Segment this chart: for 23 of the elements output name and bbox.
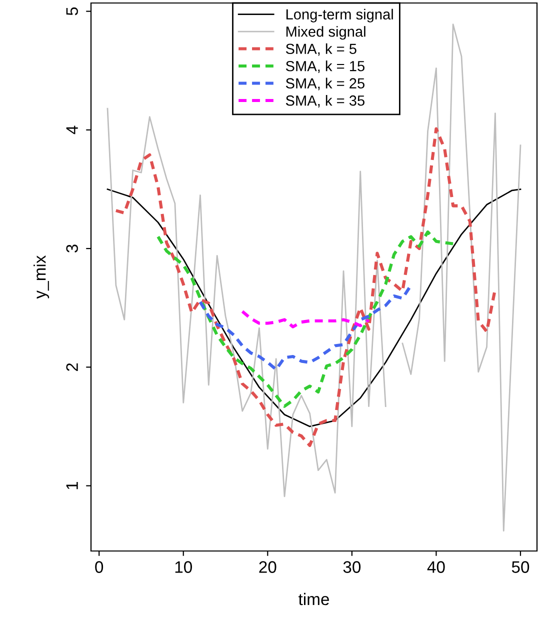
legend-label: SMA, k = 25 bbox=[286, 78, 364, 90]
legend-label: SMA, k = 35 bbox=[286, 95, 364, 108]
y-axis-title: y_mix bbox=[34, 255, 50, 299]
line-series bbox=[106, 188, 522, 428]
legend-label: Mixed signal bbox=[286, 26, 366, 40]
x-tick-label: 40 bbox=[427, 561, 445, 573]
line-series bbox=[240, 310, 370, 328]
x-tick-label: 10 bbox=[175, 561, 192, 573]
y-tick-label: 3 bbox=[66, 244, 78, 253]
x-tick-label: 30 bbox=[343, 561, 361, 573]
y-tick-label: 4 bbox=[66, 126, 78, 134]
legend-label: SMA, k = 5 bbox=[286, 43, 356, 56]
x-axis-title: time bbox=[298, 592, 330, 606]
y-tick-label: 1 bbox=[66, 482, 78, 490]
line-series bbox=[114, 127, 497, 447]
x-tick-label: 0 bbox=[95, 561, 104, 573]
x-tick-label: 20 bbox=[259, 561, 276, 573]
y-tick-label: 2 bbox=[66, 363, 78, 371]
y-tick-label: 5 bbox=[66, 7, 78, 16]
line-series bbox=[156, 230, 455, 408]
x-tick-label: 50 bbox=[512, 561, 530, 573]
legend-label: Long-term signal bbox=[286, 8, 393, 22]
legend-label: SMA, k = 15 bbox=[286, 60, 364, 73]
